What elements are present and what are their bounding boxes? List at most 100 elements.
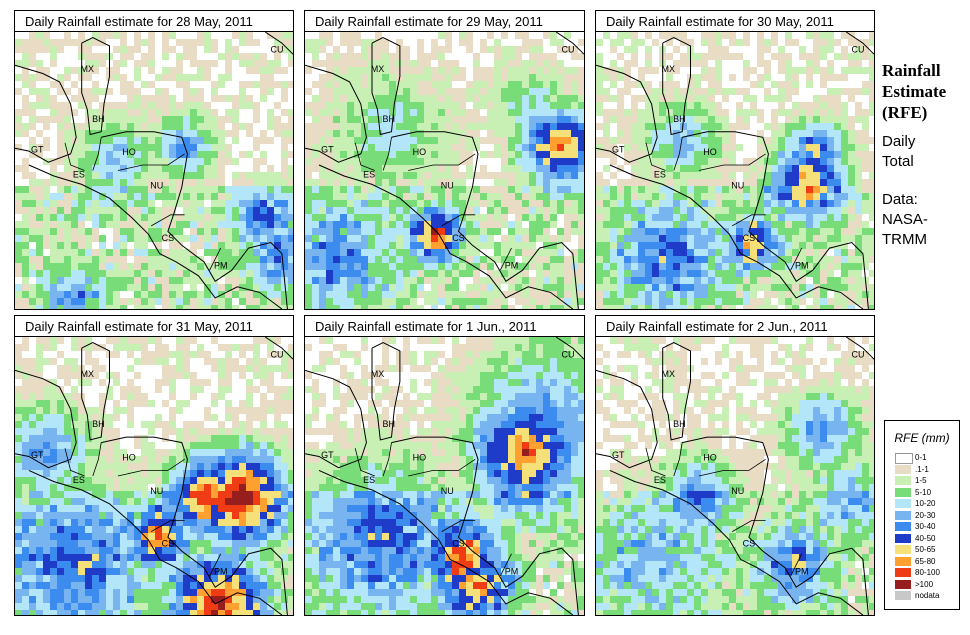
map-canvas: MX BH GT HO ES NU CS PM CU [596, 32, 874, 309]
legend-label: >100 [915, 579, 934, 589]
rainfall-field [305, 32, 584, 309]
country-border [673, 137, 683, 171]
rainfall-map-6: MX BH GT HO ES NU CS PM CU [595, 336, 875, 616]
legend-label: 30-40 [915, 522, 936, 531]
country-border [64, 142, 85, 171]
side-source-line2: TRMM [882, 231, 927, 248]
legend-swatch [895, 522, 911, 531]
coastline [305, 369, 367, 469]
country-label-bh: BH [92, 419, 105, 429]
rainfall-map-1: MX BH GT HO ES NU CS PM CU [14, 31, 294, 310]
country-border [92, 442, 102, 477]
legend-title: RFE (mm) [894, 431, 950, 445]
country-label-es: ES [363, 475, 375, 485]
country-border [441, 214, 476, 227]
side-title-line2: Estimate [882, 82, 947, 101]
country-border [698, 458, 766, 477]
country-border [698, 153, 766, 171]
coastline [555, 32, 584, 55]
country-border [408, 153, 476, 171]
legend: RFE (mm) 0-1 .1-1 1-5 5-10 10-20 20-30 30-40 40… [884, 420, 960, 610]
legend-swatch [895, 556, 911, 566]
country-label-mx: MX [371, 64, 385, 74]
country-label-nu: NU [731, 486, 744, 496]
country-label-cu: CU [562, 350, 575, 360]
country-label-ho: HO [122, 147, 136, 157]
country-label-gt: GT [31, 144, 44, 154]
country-label-nu: NU [731, 180, 744, 190]
country-border [151, 520, 185, 532]
country-label-mx: MX [662, 369, 676, 379]
country-label-cs: CS [452, 539, 465, 549]
country-label-bh: BH [673, 419, 686, 429]
side-total: Total [882, 153, 914, 170]
coastline [264, 337, 293, 360]
coastline [609, 469, 864, 615]
legend-label: 1-5 [915, 476, 927, 485]
legend-label: 65-80 [915, 556, 936, 566]
side-data-label: Data: [882, 191, 918, 208]
coastline [845, 32, 874, 55]
country-border [354, 142, 375, 171]
country-label-ho: HO [413, 147, 427, 157]
coastline [318, 164, 574, 309]
panel-title-1: Daily Rainfall estimate for 28 May, 2011 [14, 10, 294, 32]
rainfall-field [15, 32, 293, 309]
coastline [391, 436, 579, 615]
panel-title-5: Daily Rainfall estimate for 1 Jun., 2011 [304, 315, 585, 337]
coastline [28, 164, 283, 309]
map-canvas: MX BH GT HO ES NU CS PM CU [15, 32, 293, 309]
legend-label: 20-30 [915, 510, 936, 520]
country-label-cs: CS [162, 539, 175, 549]
country-label-pm: PM [505, 261, 519, 271]
legend-label: 10-20 [915, 499, 936, 508]
country-label-nu: NU [441, 180, 454, 190]
country-label-cs: CS [743, 233, 756, 243]
country-border [790, 553, 803, 577]
legend-swatch [895, 579, 911, 589]
country-label-bh: BH [673, 114, 686, 124]
country-label-mx: MX [81, 64, 95, 74]
country-label-cu: CU [562, 45, 575, 55]
country-label-gt: GT [31, 450, 44, 460]
country-border [209, 553, 222, 577]
legend-swatch [895, 487, 911, 497]
country-border [117, 153, 185, 171]
legend-swatch [895, 591, 911, 600]
legend-label: 5-10 [915, 487, 932, 497]
coastline [391, 131, 579, 309]
legend-swatch [895, 499, 911, 508]
country-label-cs: CS [162, 233, 175, 243]
country-label-ho: HO [703, 147, 717, 157]
country-label-cs: CS [452, 233, 465, 243]
panel-title-2: Daily Rainfall estimate for 29 May, 2011 [304, 10, 585, 32]
country-label-bh: BH [92, 114, 105, 124]
rainfall-map-3: MX BH GT HO ES NU CS PM CU [595, 31, 875, 310]
country-border [151, 214, 185, 227]
country-label-mx: MX [371, 369, 385, 379]
country-border [117, 458, 185, 477]
side-data-source: Data: NASA- TRMM [882, 190, 928, 250]
legend-swatch [895, 533, 911, 543]
side-source-line1: NASA- [882, 211, 928, 228]
side-title-line1: Rainfall [882, 61, 941, 80]
country-label-pm: PM [795, 261, 809, 271]
country-label-gt: GT [321, 144, 334, 154]
country-border [382, 442, 392, 477]
country-label-cu: CU [271, 45, 284, 55]
country-border [408, 458, 476, 477]
coastline [662, 342, 691, 441]
side-title: Rainfall Estimate (RFE) [882, 60, 946, 123]
country-label-mx: MX [81, 369, 95, 379]
coastline [81, 36, 110, 136]
country-border [732, 214, 766, 227]
country-label-gt: GT [612, 450, 625, 460]
coastline [318, 469, 574, 615]
country-label-nu: NU [150, 180, 163, 190]
country-border [499, 247, 512, 271]
country-label-pm: PM [795, 567, 809, 577]
country-label-es: ES [654, 475, 666, 485]
country-label-nu: NU [441, 486, 454, 496]
country-label-es: ES [73, 169, 85, 179]
coastline [609, 164, 864, 309]
